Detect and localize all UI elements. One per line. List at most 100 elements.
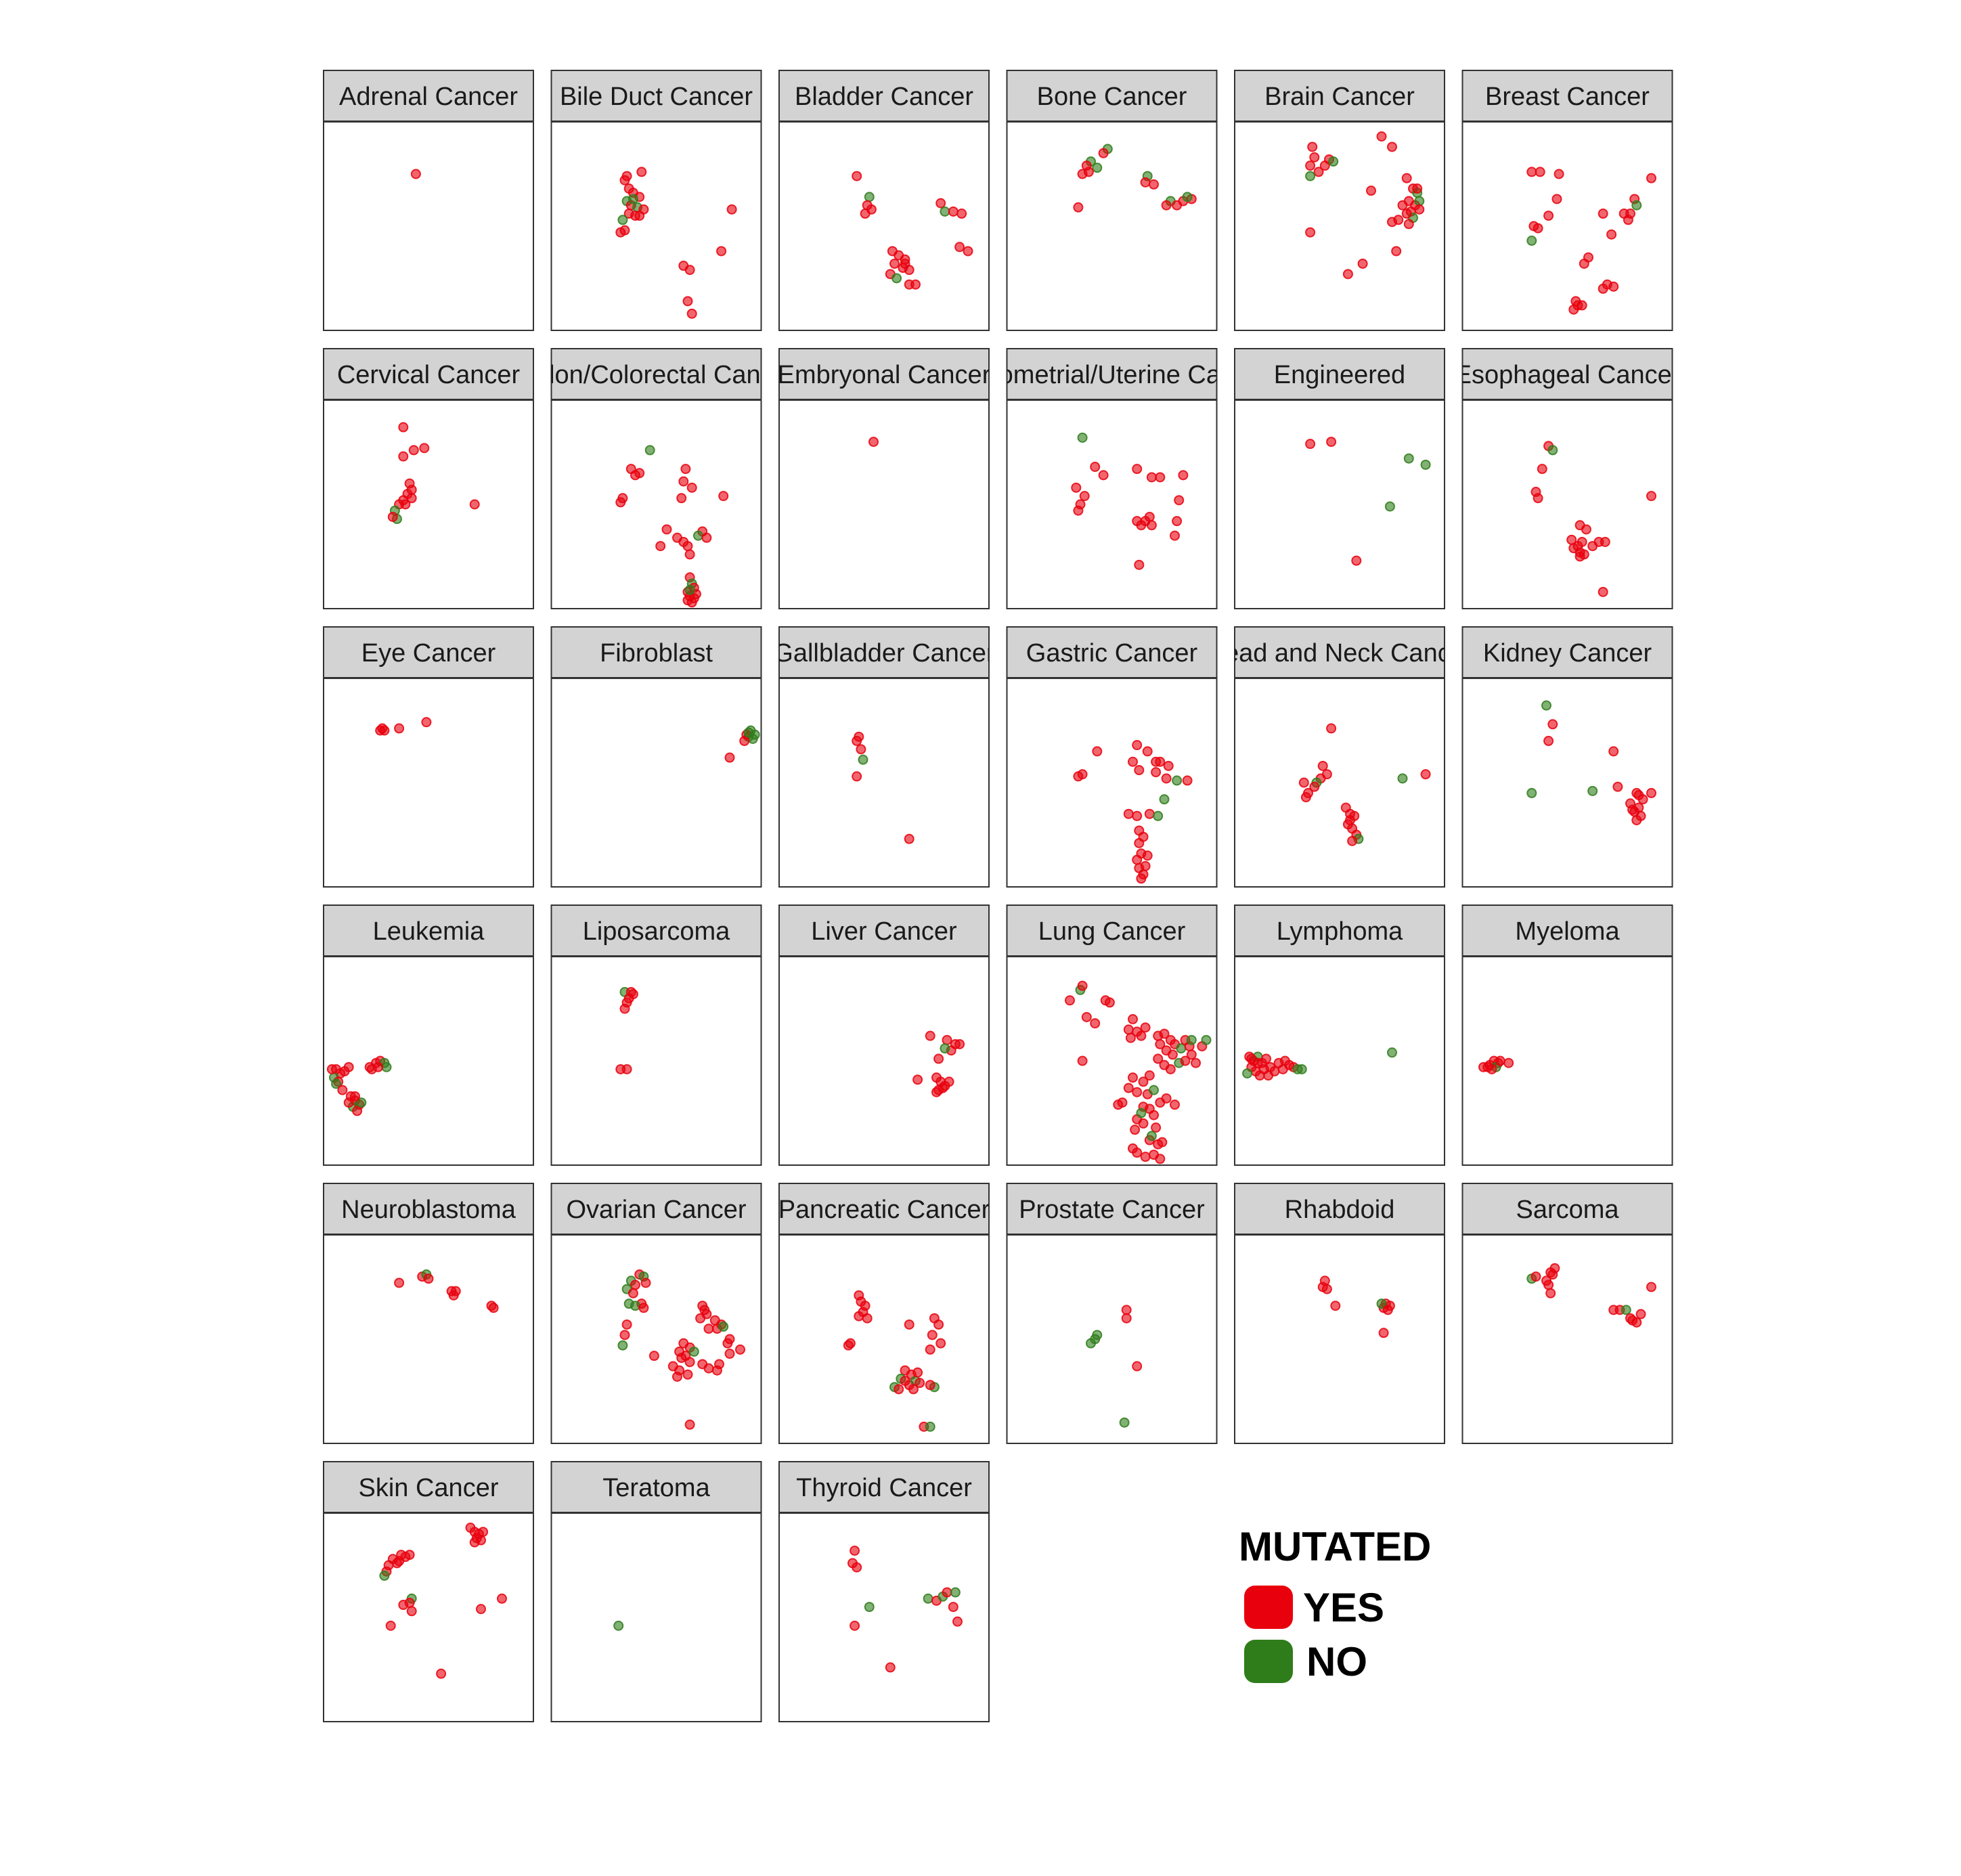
point-mutated-yes [1391, 246, 1402, 257]
panel-embryonal-cancer: Embryonal Cancer [778, 348, 990, 609]
point-mutated-yes [1376, 131, 1387, 142]
point-mutated-no [1086, 1338, 1096, 1349]
point-mutated-no [379, 1570, 390, 1581]
point-mutated-yes [904, 279, 915, 290]
point-mutated-yes [852, 771, 862, 782]
strip-label: Cervical Cancer [337, 361, 521, 389]
point-mutated-yes [398, 1600, 409, 1611]
strip-background [1006, 70, 1218, 123]
panel-prostate-cancer: Prostate Cancer [1006, 1183, 1218, 1444]
point-mutated-yes [1132, 464, 1143, 475]
point-mutated-yes [684, 265, 695, 276]
panel-plot-area [1461, 121, 1673, 331]
point-mutated-no [1159, 794, 1170, 805]
point-mutated-yes [1142, 850, 1153, 861]
strip-background [550, 626, 762, 679]
strip-label: Gallbladder Cancer [773, 639, 995, 668]
strip-label: Colon/Colorectal Cancer [516, 361, 797, 389]
point-mutated-yes [1157, 1137, 1168, 1148]
panel-head-and-neck-cancer: Head and Neck Cancer [1234, 626, 1445, 888]
panel-breast-cancer: Breast Cancer [1461, 70, 1673, 331]
strip-background [550, 1183, 762, 1236]
point-mutated-yes [1071, 482, 1082, 493]
point-mutated-yes [1305, 439, 1316, 450]
point-mutated-yes [1646, 787, 1656, 798]
point-mutated-yes [1608, 746, 1619, 757]
point-mutated-yes [1635, 1309, 1646, 1319]
panel-plot-area [1461, 1234, 1673, 1444]
point-mutated-yes [1138, 1118, 1149, 1129]
strip-label: Lung Cancer [1038, 917, 1186, 946]
point-mutated-yes [1533, 223, 1543, 234]
point-mutated-yes [1123, 808, 1134, 819]
point-mutated-yes [1269, 1066, 1280, 1076]
panel-plot-area [1234, 678, 1445, 888]
point-mutated-yes [1387, 141, 1397, 152]
panel-plot-area [550, 121, 762, 331]
point-mutated-yes [1533, 493, 1543, 504]
point-mutated-yes [1321, 1284, 1332, 1294]
strip-label: Breast Cancer [1485, 83, 1650, 111]
panel-leukemia: Leukemia [323, 904, 534, 1166]
point-mutated-yes [1155, 472, 1166, 483]
point-mutated-no [613, 1620, 624, 1631]
point-mutated-yes [672, 1371, 682, 1382]
point-mutated-yes [398, 422, 409, 433]
point-mutated-yes [935, 1338, 946, 1349]
point-mutated-yes [1134, 765, 1145, 776]
point-mutated-yes [1357, 258, 1368, 269]
point-mutated-yes [1130, 1125, 1141, 1135]
point-mutated-yes [406, 1606, 417, 1617]
point-mutated-no [1077, 432, 1088, 443]
point-mutated-no [1541, 700, 1551, 711]
panel-liposarcoma: Liposarcoma [550, 904, 762, 1166]
point-mutated-yes [722, 1338, 733, 1349]
strip-background [1461, 70, 1673, 123]
point-mutated-yes [938, 1083, 948, 1093]
point-mutated-no [1526, 236, 1537, 246]
point-mutated-yes [404, 1550, 415, 1561]
point-mutated-yes [1535, 167, 1545, 177]
point-mutated-yes [701, 532, 712, 543]
point-mutated-yes [1132, 1361, 1143, 1372]
point-mutated-yes [1351, 555, 1362, 566]
point-mutated-yes [894, 1384, 904, 1395]
point-mutated-yes [1330, 1301, 1341, 1311]
point-mutated-yes [1140, 1152, 1151, 1162]
strip-label: Eye Cancer [361, 639, 496, 668]
point-mutated-yes [1347, 835, 1358, 846]
point-mutated-yes [686, 482, 697, 493]
point-mutated-yes [1495, 1055, 1505, 1066]
point-mutated-yes [1123, 1083, 1134, 1093]
strip-label: Esophageal Cancer [1455, 361, 1681, 389]
point-mutated-yes [703, 1363, 714, 1374]
panel-thyroid-cancer: Thyroid Cancer [778, 1461, 990, 1722]
point-mutated-yes [1543, 211, 1554, 221]
point-mutated-yes [1608, 281, 1619, 292]
point-mutated-yes [948, 206, 959, 217]
point-mutated-yes [682, 296, 693, 307]
point-mutated-no [1172, 775, 1183, 786]
point-mutated-yes [1092, 746, 1103, 757]
strip-label: Endometrial/Uterine Cancer [953, 361, 1271, 389]
point-mutated-yes [648, 1351, 659, 1361]
point-mutated-yes [1345, 814, 1355, 825]
point-mutated-yes [1136, 873, 1147, 884]
point-mutated-yes [1606, 229, 1617, 240]
point-mutated-yes [1623, 215, 1633, 225]
point-mutated-yes [954, 1039, 965, 1049]
point-mutated-no [940, 206, 950, 217]
panel-teratoma: Teratoma [550, 1461, 762, 1722]
panel-neuroblastoma: Neuroblastoma [323, 1183, 534, 1444]
legend-label-yes: YES [1303, 1585, 1384, 1630]
point-mutated-yes [904, 1319, 915, 1330]
point-mutated-yes [724, 752, 735, 763]
point-mutated-yes [1161, 773, 1172, 784]
point-mutated-yes [1161, 1093, 1172, 1104]
point-mutated-yes [1186, 1049, 1197, 1060]
point-mutated-yes [1151, 767, 1162, 778]
point-mutated-yes [1128, 1072, 1138, 1083]
point-mutated-yes [615, 497, 626, 508]
panel-eye-cancer: Eye Cancer [323, 626, 534, 888]
